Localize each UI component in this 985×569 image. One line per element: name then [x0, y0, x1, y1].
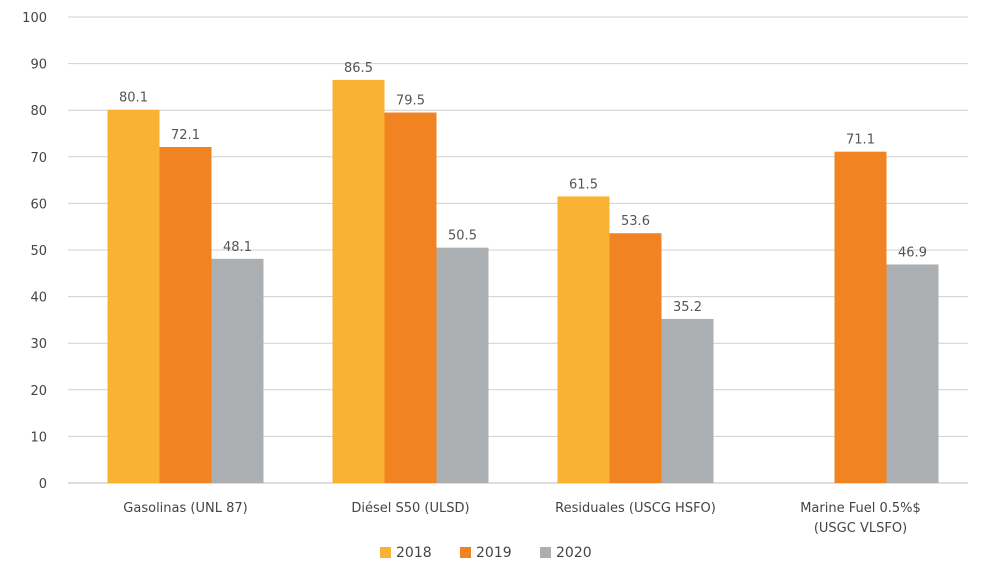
- y-tick-label: 40: [30, 291, 47, 306]
- bar-2019: [834, 151, 887, 483]
- data-label: 50.5: [448, 229, 477, 244]
- category-label: (USGC VLSFO): [814, 521, 907, 536]
- y-tick-label: 80: [30, 104, 47, 119]
- category-label: Gasolinas (UNL 87): [123, 501, 247, 516]
- category-label: Marine Fuel 0.5%$: [800, 501, 921, 516]
- data-label: 61.5: [569, 177, 598, 192]
- data-label: 71.1: [846, 133, 875, 148]
- bars: [107, 79, 939, 483]
- y-tick-label: 20: [30, 384, 47, 399]
- y-tick-label: 100: [22, 11, 47, 26]
- legend: 2018 2019 2020: [380, 545, 592, 561]
- legend-label: 2019: [476, 545, 512, 561]
- y-tick-label: 60: [30, 197, 47, 212]
- legend-label: 2018: [396, 545, 432, 561]
- data-label: 86.5: [344, 61, 373, 76]
- y-tick-label: 90: [30, 58, 47, 73]
- bar-2018: [557, 196, 610, 483]
- legend-swatch-2018: [380, 547, 391, 558]
- data-label: 48.1: [223, 240, 252, 255]
- legend-label: 2020: [556, 545, 592, 561]
- x-axis-categories: Gasolinas (UNL 87) Diésel S50 (ULSD) Resid…: [123, 501, 920, 536]
- y-tick-label: 30: [30, 337, 47, 352]
- bar-2019: [384, 112, 437, 483]
- y-tick-label: 70: [30, 151, 47, 166]
- bar-2020: [211, 258, 264, 483]
- category-label: Residuales (USCG HSFO): [555, 501, 716, 516]
- bar-2019: [609, 233, 662, 483]
- data-label: 35.2: [673, 300, 702, 315]
- data-label: 53.6: [621, 214, 650, 229]
- legend-swatch-2019: [460, 547, 471, 558]
- bar-2018: [107, 109, 160, 483]
- bar-2018: [332, 79, 385, 483]
- data-labels: 80.1 72.1 48.1 86.5 79.5 50.5 61.5 53.6 35.2 71.1…: [119, 61, 927, 315]
- bar-2020: [886, 264, 939, 483]
- data-label: 79.5: [396, 94, 425, 109]
- bar-2020: [661, 318, 714, 483]
- bar-2020: [436, 247, 489, 483]
- category-label: Diésel S50 (ULSD): [351, 501, 469, 516]
- y-tick-label: 10: [30, 430, 47, 445]
- bar-2019: [159, 147, 212, 483]
- y-tick-label: 0: [39, 477, 47, 492]
- data-label: 46.9: [898, 245, 927, 260]
- y-axis-ticks: 0 10 20 30 40 50 60 70 80 90 100: [22, 11, 47, 492]
- data-label: 72.1: [171, 128, 200, 143]
- y-tick-label: 50: [30, 244, 47, 259]
- legend-swatch-2020: [540, 547, 551, 558]
- data-label: 80.1: [119, 91, 148, 106]
